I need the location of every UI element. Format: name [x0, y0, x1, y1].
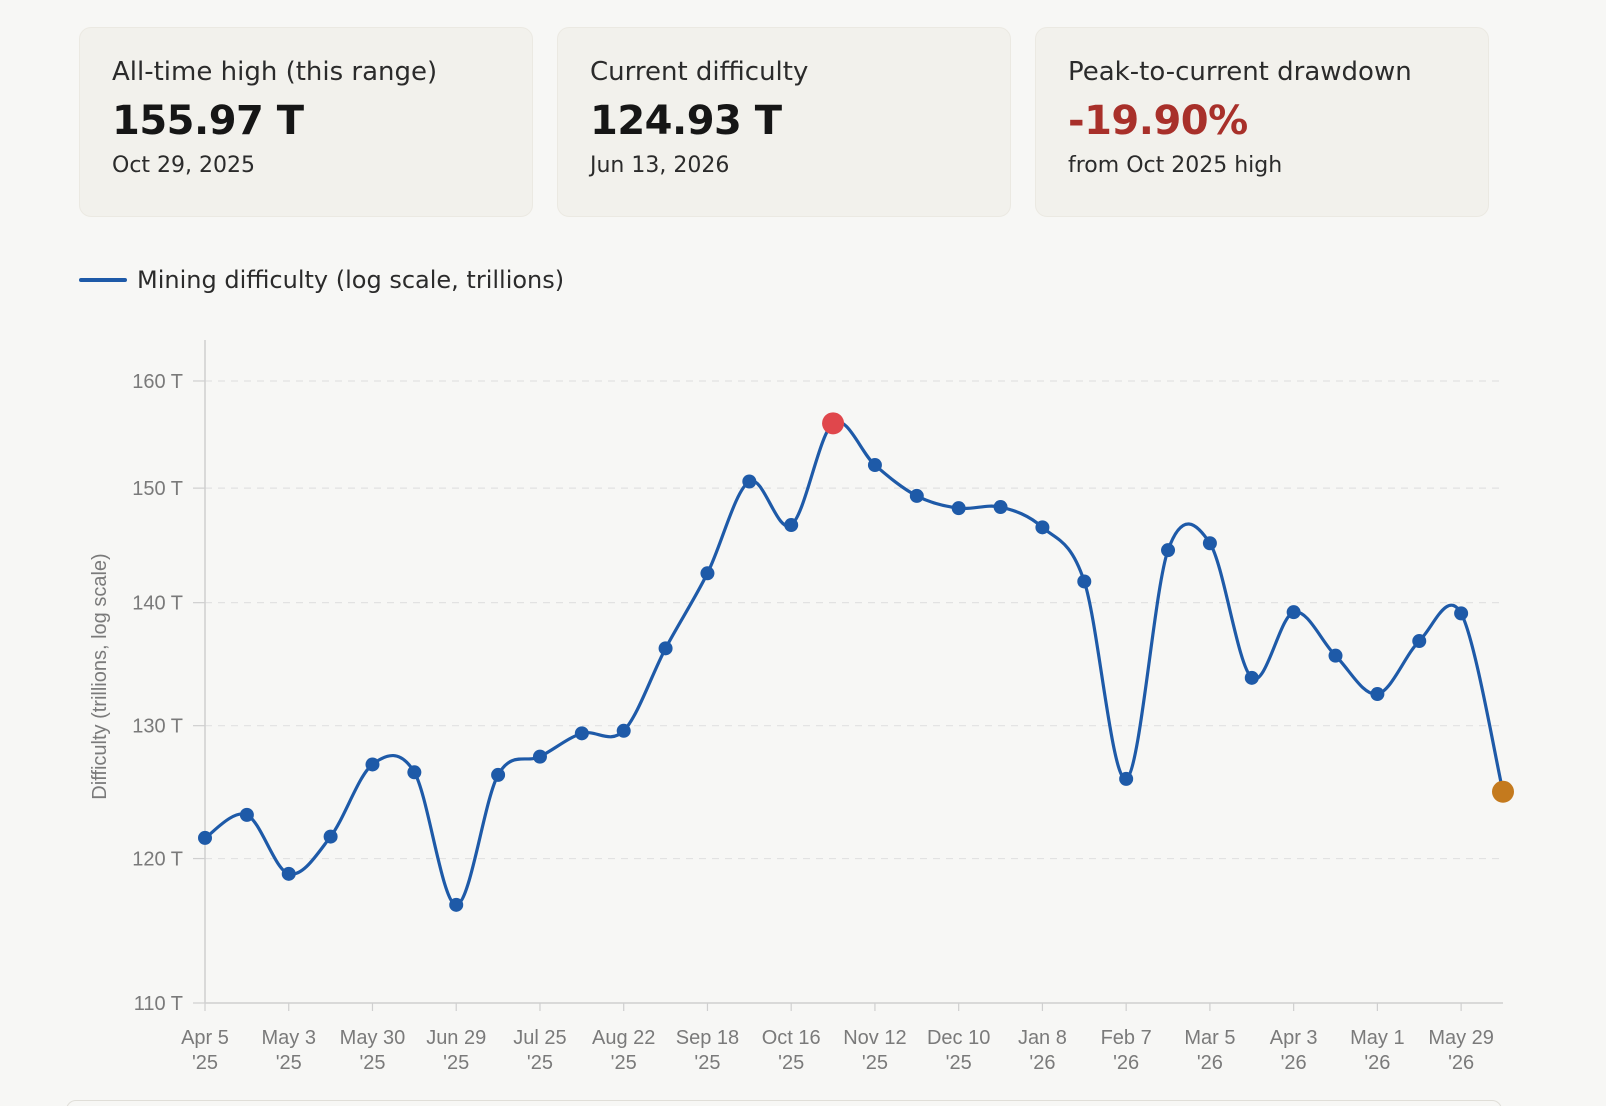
- next-panel-edge: [66, 1100, 1502, 1106]
- x-tick-year: '25: [443, 1052, 469, 1074]
- data-point: [1370, 687, 1385, 702]
- data-point: [909, 488, 924, 503]
- x-tick-year: '25: [946, 1052, 972, 1074]
- data-point: [491, 767, 506, 782]
- x-tick-label: Apr 5: [181, 1027, 229, 1049]
- x-tick-label: Apr 3: [1270, 1027, 1318, 1049]
- data-point: [1286, 605, 1301, 620]
- y-axis-title: Difficulty (trillions, log scale): [89, 553, 111, 799]
- x-tick-label: Sep 18: [676, 1027, 739, 1049]
- current-point: [1492, 780, 1514, 803]
- x-tick-year: '25: [359, 1052, 385, 1074]
- chart-legend[interactable]: Mining difficulty (log scale, trillions): [79, 266, 564, 294]
- x-tick-year: '25: [694, 1052, 720, 1074]
- x-tick-year: '25: [611, 1052, 637, 1074]
- x-tick-label: Oct 16: [762, 1027, 821, 1049]
- x-tick-label: Nov 12: [843, 1027, 906, 1049]
- x-tick-label: May 30: [340, 1027, 406, 1049]
- data-point: [1077, 574, 1092, 589]
- data-point: [1244, 670, 1259, 685]
- x-tick-label: May 1: [1350, 1027, 1404, 1049]
- data-point: [1119, 771, 1134, 786]
- current-difficulty-card: Current difficulty 124.93 T Jun 13, 2026: [557, 27, 1011, 217]
- data-point: [658, 641, 673, 656]
- drawdown-card-label: Peak-to-current drawdown: [1068, 57, 1412, 87]
- current-card-value: 124.93 T: [590, 97, 782, 144]
- data-point: [742, 474, 757, 489]
- data-point: [1035, 520, 1050, 535]
- x-tick-year: '26: [1197, 1052, 1223, 1074]
- drawdown-card-sub: from Oct 2025 high: [1068, 152, 1283, 178]
- data-point: [323, 829, 338, 844]
- x-tick-year: '26: [1364, 1052, 1390, 1074]
- drawdown-card: Peak-to-current drawdown -19.90% from Oc…: [1035, 27, 1489, 217]
- drawdown-card-value: -19.90%: [1068, 97, 1248, 144]
- x-tick-label: Aug 22: [592, 1027, 655, 1049]
- y-tick-label: 150 T: [132, 478, 183, 500]
- data-point: [407, 765, 422, 780]
- ath-card-date: Oct 29, 2025: [112, 152, 255, 178]
- x-tick-label: Feb 7: [1101, 1027, 1152, 1049]
- legend-label: Mining difficulty (log scale, trillions): [137, 266, 565, 294]
- x-tick-label: Jul 25: [513, 1027, 566, 1049]
- data-point: [574, 726, 589, 741]
- data-point: [532, 749, 547, 764]
- x-tick-year: '25: [276, 1052, 302, 1074]
- data-point: [239, 807, 254, 822]
- data-point: [951, 501, 966, 516]
- x-tick-label: Mar 5: [1184, 1027, 1235, 1049]
- x-tick-year: '25: [778, 1052, 804, 1074]
- data-point: [993, 500, 1008, 515]
- x-tick-label: Jan 8: [1018, 1027, 1067, 1049]
- x-tick-year: '25: [192, 1052, 218, 1074]
- y-tick-label: 110 T: [134, 993, 183, 1015]
- ath-card-value: 155.97 T: [112, 97, 304, 144]
- x-tick-year: '26: [1448, 1052, 1474, 1074]
- data-point: [1161, 543, 1176, 558]
- data-point: [198, 830, 212, 845]
- ath-card-label: All-time high (this range): [112, 57, 438, 87]
- peak-point: [822, 412, 845, 435]
- data-point: [784, 518, 799, 533]
- data-point: [1412, 634, 1427, 649]
- x-tick-year: '25: [527, 1052, 553, 1074]
- ath-card: All-time high (this range) 155.97 T Oct …: [79, 27, 533, 217]
- current-card-date: Jun 13, 2026: [590, 152, 730, 178]
- x-tick-year: '26: [1281, 1052, 1307, 1074]
- data-point: [281, 866, 296, 881]
- y-tick-label: 160 T: [132, 371, 183, 393]
- x-tick-year: '26: [1113, 1052, 1139, 1074]
- data-point: [449, 897, 464, 912]
- data-point: [1454, 606, 1469, 621]
- data-point: [365, 757, 380, 772]
- x-tick-label: Dec 10: [927, 1027, 990, 1049]
- data-point: [700, 566, 715, 581]
- y-tick-label: 140 T: [132, 593, 183, 615]
- data-point: [867, 458, 882, 473]
- difficulty-series-line: [204, 420, 1505, 907]
- legend-swatch: [79, 278, 127, 282]
- x-tick-label: May 29: [1428, 1027, 1494, 1049]
- x-tick-label: May 3: [262, 1027, 316, 1049]
- current-card-label: Current difficulty: [590, 57, 809, 87]
- data-point: [616, 723, 631, 738]
- y-tick-label: 120 T: [132, 849, 183, 871]
- data-point: [1328, 648, 1343, 663]
- y-tick-label: 130 T: [132, 716, 183, 738]
- x-tick-year: '25: [862, 1052, 888, 1074]
- data-point: [1202, 536, 1217, 551]
- x-tick-year: '26: [1029, 1052, 1055, 1074]
- summary-cards: All-time high (this range) 155.97 T Oct …: [79, 27, 1489, 217]
- x-tick-label: Jun 29: [426, 1027, 486, 1049]
